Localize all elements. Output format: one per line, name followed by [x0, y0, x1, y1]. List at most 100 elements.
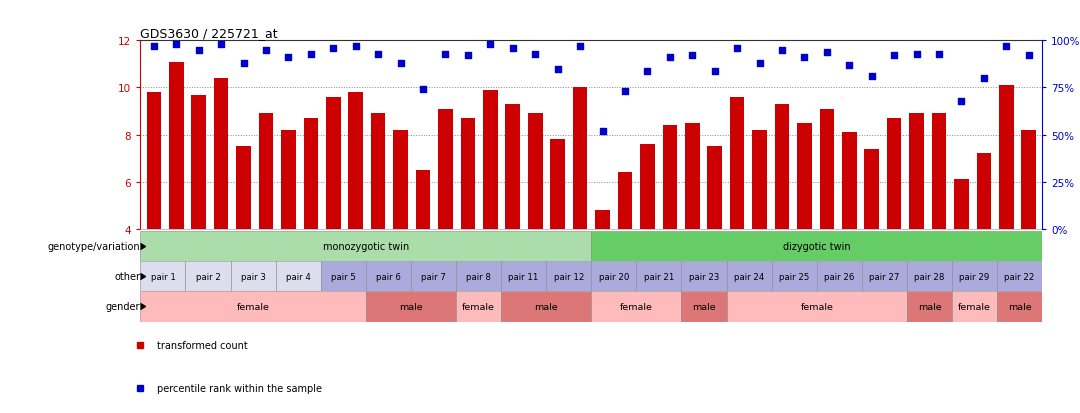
- Bar: [393, 131, 408, 229]
- Text: pair 6: pair 6: [376, 272, 401, 281]
- Point: [235, 61, 253, 67]
- Bar: [592, 261, 636, 292]
- Bar: [303, 119, 319, 229]
- Bar: [528, 114, 542, 229]
- Bar: [907, 292, 953, 322]
- Bar: [909, 114, 923, 229]
- Point: [436, 51, 454, 58]
- Point: [347, 44, 364, 50]
- Text: male: male: [692, 302, 716, 311]
- Text: transformed count: transformed count: [157, 340, 247, 350]
- Bar: [907, 261, 953, 292]
- Bar: [321, 261, 366, 292]
- Bar: [551, 140, 565, 229]
- Text: pair 8: pair 8: [467, 272, 491, 281]
- Text: pair 12: pair 12: [554, 272, 584, 281]
- Bar: [595, 211, 610, 229]
- Bar: [349, 93, 363, 229]
- Text: pair 29: pair 29: [959, 272, 989, 281]
- Bar: [456, 261, 501, 292]
- Point: [504, 45, 522, 52]
- Bar: [997, 261, 1042, 292]
- Bar: [707, 147, 721, 229]
- Bar: [281, 131, 296, 229]
- Text: pair 26: pair 26: [824, 272, 854, 281]
- Point: [773, 47, 791, 54]
- Bar: [636, 261, 681, 292]
- Bar: [456, 292, 501, 322]
- Bar: [461, 119, 475, 229]
- Point: [213, 42, 230, 48]
- Bar: [730, 98, 744, 229]
- Text: pair 11: pair 11: [509, 272, 539, 281]
- Text: genotype/variation: genotype/variation: [48, 241, 140, 252]
- Text: male: male: [1008, 302, 1031, 311]
- Point: [145, 44, 162, 50]
- Point: [617, 89, 634, 95]
- Text: pair 1: pair 1: [150, 272, 175, 281]
- Point: [594, 128, 611, 135]
- Bar: [820, 109, 834, 229]
- Bar: [147, 93, 161, 229]
- Bar: [727, 292, 907, 322]
- Bar: [259, 114, 273, 229]
- Text: gender: gender: [106, 301, 140, 312]
- Bar: [954, 180, 969, 229]
- Text: pair 21: pair 21: [644, 272, 674, 281]
- Bar: [501, 261, 546, 292]
- Point: [661, 55, 678, 62]
- Bar: [681, 261, 727, 292]
- Point: [796, 55, 813, 62]
- Bar: [366, 261, 411, 292]
- Point: [751, 61, 768, 67]
- Bar: [1022, 131, 1036, 229]
- Text: pair 28: pair 28: [915, 272, 945, 281]
- Bar: [275, 261, 321, 292]
- Bar: [999, 86, 1014, 229]
- Bar: [546, 261, 592, 292]
- Bar: [953, 261, 997, 292]
- Bar: [774, 105, 789, 229]
- Bar: [887, 119, 902, 229]
- Bar: [662, 126, 677, 229]
- Point: [280, 55, 297, 62]
- Bar: [186, 261, 231, 292]
- Text: percentile rank within the sample: percentile rank within the sample: [157, 382, 322, 393]
- Bar: [416, 171, 430, 229]
- Bar: [864, 150, 879, 229]
- Bar: [953, 292, 997, 322]
- Point: [302, 51, 320, 58]
- Point: [527, 51, 544, 58]
- Point: [684, 53, 701, 59]
- Point: [953, 98, 970, 105]
- Point: [257, 47, 274, 54]
- Bar: [592, 292, 681, 322]
- Text: male: male: [400, 302, 422, 311]
- Bar: [842, 133, 856, 229]
- Bar: [140, 292, 366, 322]
- Bar: [231, 261, 275, 292]
- Point: [369, 51, 387, 58]
- Bar: [370, 114, 386, 229]
- Bar: [862, 261, 907, 292]
- Point: [975, 76, 993, 82]
- Text: pair 27: pair 27: [869, 272, 900, 281]
- Text: pair 5: pair 5: [330, 272, 355, 281]
- Text: dizygotic twin: dizygotic twin: [783, 241, 851, 252]
- Point: [729, 45, 746, 52]
- Bar: [685, 123, 700, 229]
- Text: GDS3630 / 225721_at: GDS3630 / 225721_at: [140, 27, 278, 40]
- Text: pair 22: pair 22: [1004, 272, 1035, 281]
- Text: pair 23: pair 23: [689, 272, 719, 281]
- Text: pair 3: pair 3: [241, 272, 266, 281]
- Point: [706, 68, 724, 75]
- Point: [819, 49, 836, 56]
- Text: female: female: [462, 302, 495, 311]
- Text: pair 4: pair 4: [286, 272, 311, 281]
- Bar: [997, 292, 1042, 322]
- Bar: [168, 62, 184, 229]
- Point: [638, 68, 656, 75]
- Bar: [797, 123, 812, 229]
- Bar: [505, 105, 521, 229]
- Bar: [411, 261, 456, 292]
